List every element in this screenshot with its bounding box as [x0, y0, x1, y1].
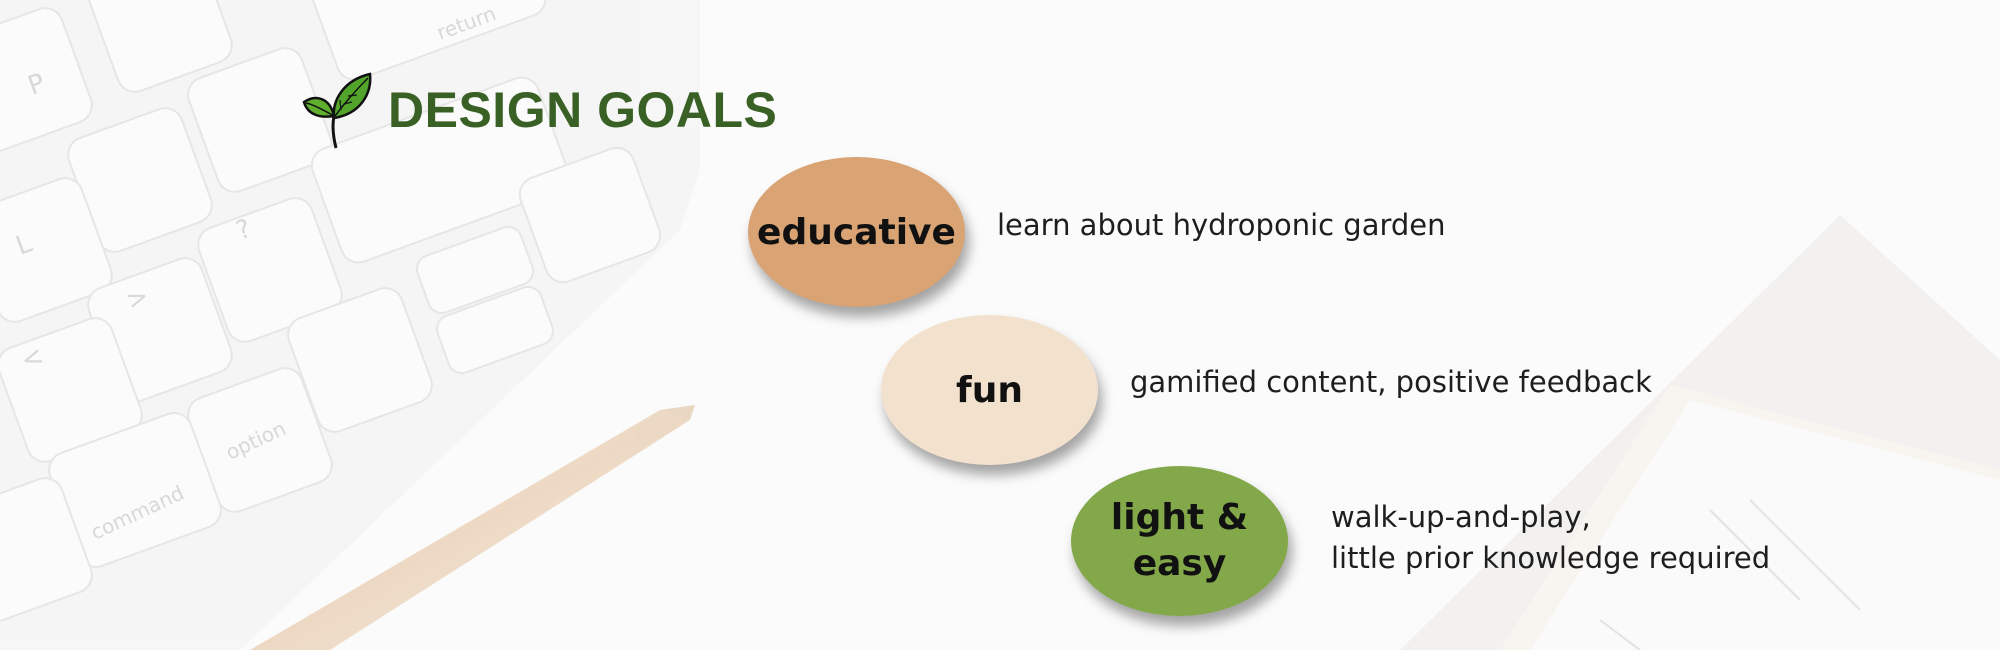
- goal-description-light-easy: walk-up-and-play, little prior knowledge…: [1331, 497, 1770, 579]
- pen-illustration: [250, 405, 695, 650]
- goal-description-line: little prior knowledge required: [1331, 541, 1771, 575]
- goal-description-line: learn about hydroponic garden: [997, 208, 1446, 242]
- goal-bubble-fun: fun: [881, 315, 1098, 465]
- goal-description-line: walk-up-and-play,: [1331, 500, 1591, 534]
- goal-label-line: easy: [1132, 543, 1227, 584]
- goal-description-line: gamified content, positive feedback: [1130, 365, 1652, 399]
- page-header: DESIGN GOALS: [300, 70, 777, 150]
- paper-illustration: [1400, 215, 2000, 650]
- goal-bubble-light-easy: light & easy: [1071, 466, 1288, 616]
- goal-description-educative: learn about hydroponic garden: [997, 205, 1446, 246]
- goal-label: educative: [757, 211, 956, 253]
- goal-label: fun: [956, 369, 1023, 411]
- goal-description-fun: gamified content, positive feedback: [1130, 362, 1652, 403]
- goal-label-line: light &: [1110, 497, 1249, 538]
- goal-bubble-educative: educative: [748, 157, 965, 307]
- leaf-icon: [302, 72, 372, 149]
- page-title: DESIGN GOALS: [388, 82, 778, 138]
- keyboard-illustration: [0, 0, 700, 650]
